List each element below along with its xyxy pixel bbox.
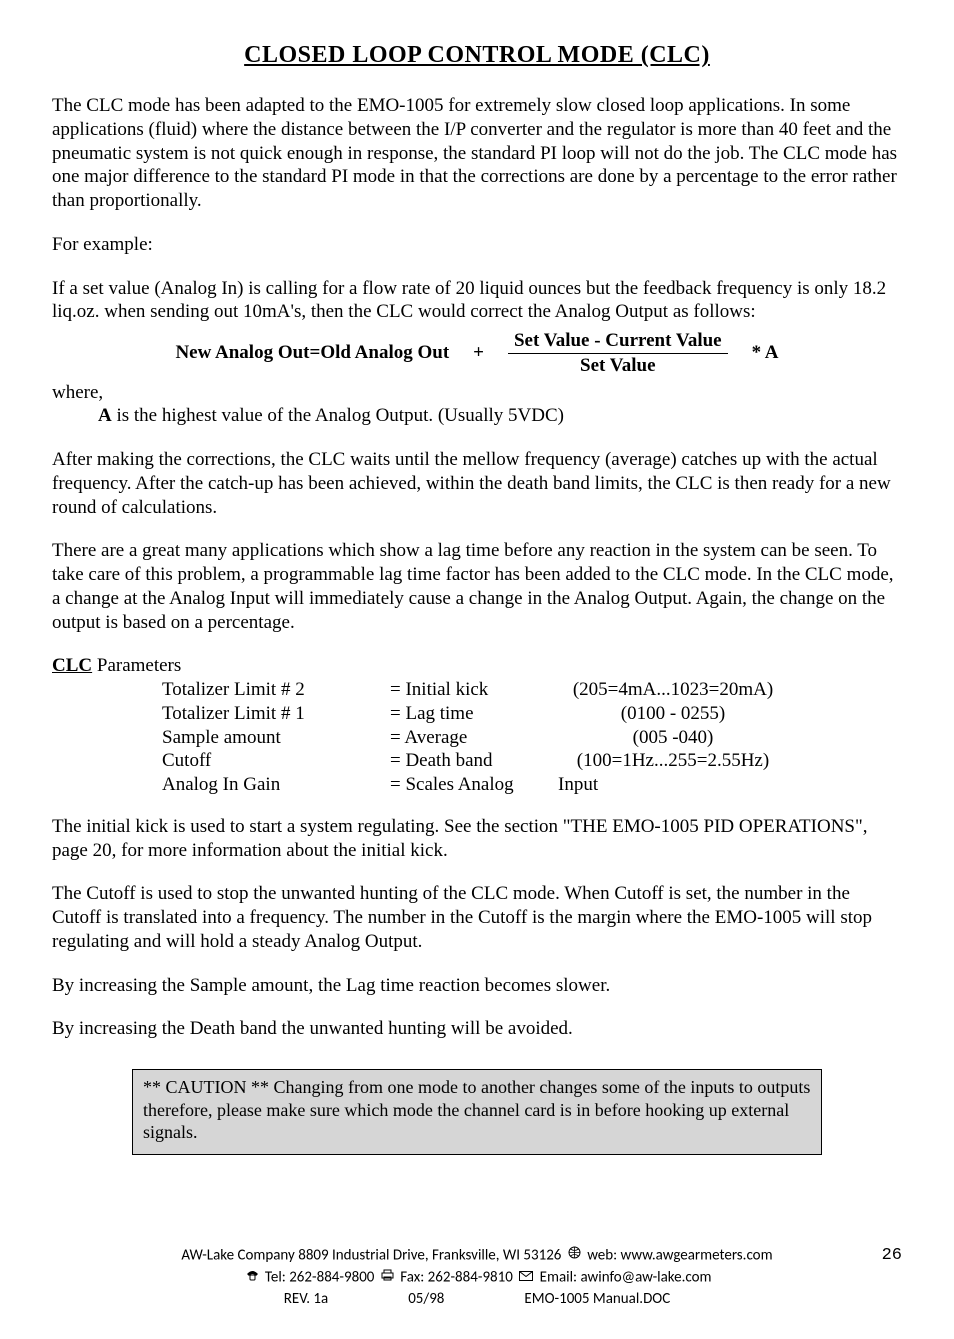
param-name: Totalizer Limit # 2: [162, 678, 390, 702]
param-meaning: = Lag time: [390, 702, 558, 726]
clc-parameters-table: Totalizer Limit # 2= Initial kick(205=4m…: [162, 678, 796, 797]
param-meaning: = Initial kick: [390, 678, 558, 702]
formula-plus: +: [473, 341, 484, 365]
globe-icon: [568, 1245, 581, 1265]
table-row: Totalizer Limit # 2= Initial kick(205=4m…: [162, 678, 796, 702]
param-name: Sample amount: [162, 726, 390, 750]
where-label: where,: [52, 381, 902, 405]
caution-box: ** CAUTION ** Changing from one mode to …: [132, 1069, 822, 1155]
footer-tel-label: Tel:: [262, 1269, 290, 1287]
formula-left: New Analog Out=Old Analog Out: [175, 341, 449, 365]
param-name: Analog In Gain: [162, 773, 390, 797]
clc-parameters-heading-rest: Parameters: [92, 655, 181, 676]
phone-icon: [246, 1267, 259, 1287]
footer-fax: 262-884-9810: [428, 1269, 513, 1287]
param-range: (005 -040): [558, 726, 796, 750]
footer-fax-label: Fax:: [397, 1269, 428, 1287]
table-row: Cutoff= Death band(100=1Hz...255=2.55Hz): [162, 749, 796, 773]
paragraph-sample-amount: By increasing the Sample amount, the Lag…: [52, 974, 902, 998]
where-a-symbol: A: [98, 405, 112, 426]
clc-parameters-heading-ul: CLC: [52, 655, 92, 676]
paragraph-lag-time: There are a great many applications whic…: [52, 539, 902, 634]
footer-doc: EMO-1005 Manual.DOC: [524, 1289, 670, 1309]
table-row: Sample amount= Average(005 -040): [162, 726, 796, 750]
paragraph-after-correction: After making the corrections, the CLC wa…: [52, 448, 902, 519]
footer-web-url: www.awgearmeters.com: [621, 1246, 773, 1264]
footer-tel: 262-884-9800: [289, 1269, 374, 1287]
formula-numerator: Set Value - Current Value: [508, 330, 728, 354]
clc-parameters-heading: CLC Parameters: [52, 654, 902, 678]
footer-email: awinfo@aw-lake.com: [580, 1269, 711, 1287]
footer-date: 05/98: [408, 1289, 444, 1309]
paragraph-cutoff: The Cutoff is used to stop the unwanted …: [52, 882, 902, 953]
param-meaning: = Scales Analog: [390, 773, 558, 797]
email-icon: [519, 1267, 533, 1287]
paragraph-death-band: By increasing the Death band the unwante…: [52, 1017, 902, 1041]
formula-row: New Analog Out=Old Analog Out + Set Valu…: [52, 330, 902, 377]
footer-address: AW-Lake Company 8809 Industrial Drive, F…: [181, 1246, 561, 1264]
footer-rev: REV. 1a: [284, 1289, 328, 1309]
formula-denominator: Set Value: [580, 354, 656, 377]
param-range: (100=1Hz...255=2.55Hz): [558, 749, 796, 773]
where-definition: A is the highest value of the Analog Out…: [98, 404, 902, 428]
param-range: (205=4mA...1023=20mA): [558, 678, 796, 702]
formula-fraction: Set Value - Current Value Set Value: [508, 330, 728, 377]
table-row: Analog In Gain= Scales AnalogInput: [162, 773, 796, 797]
param-meaning: = Death band: [390, 749, 558, 773]
table-row: Totalizer Limit # 1= Lag time(0100 - 025…: [162, 702, 796, 726]
param-name: Cutoff: [162, 749, 390, 773]
where-a-text: is the highest value of the Analog Outpu…: [112, 405, 564, 426]
page-title: CLOSED LOOP CONTROL MODE (CLC): [52, 40, 902, 70]
footer-line-3: REV. 1a 05/98 EMO-1005 Manual.DOC: [52, 1289, 902, 1309]
page-number: 26: [882, 1245, 902, 1266]
paragraph-example-label: For example:: [52, 233, 902, 257]
page-footer: 26 AW-Lake Company 8809 Industrial Drive…: [52, 1245, 902, 1310]
param-name: Totalizer Limit # 1: [162, 702, 390, 726]
param-range: (0100 - 0255): [558, 702, 796, 726]
footer-email-label: Email:: [536, 1269, 580, 1287]
paragraph-initial-kick: The initial kick is used to start a syst…: [52, 815, 902, 863]
paragraph-intro: The CLC mode has been adapted to the EMO…: [52, 94, 902, 213]
footer-line-1: AW-Lake Company 8809 Industrial Drive, F…: [52, 1245, 902, 1267]
param-meaning: = Average: [390, 726, 558, 750]
formula-times-a: * A: [752, 341, 779, 365]
fax-icon: [381, 1267, 394, 1287]
paragraph-example-setup: If a set value (Analog In) is calling fo…: [52, 277, 902, 325]
footer-web-label: web:: [584, 1246, 621, 1264]
footer-line-2: Tel: 262-884-9800 Fax: 262-884-9810 Emai…: [52, 1267, 902, 1289]
param-range: Input: [558, 773, 796, 797]
